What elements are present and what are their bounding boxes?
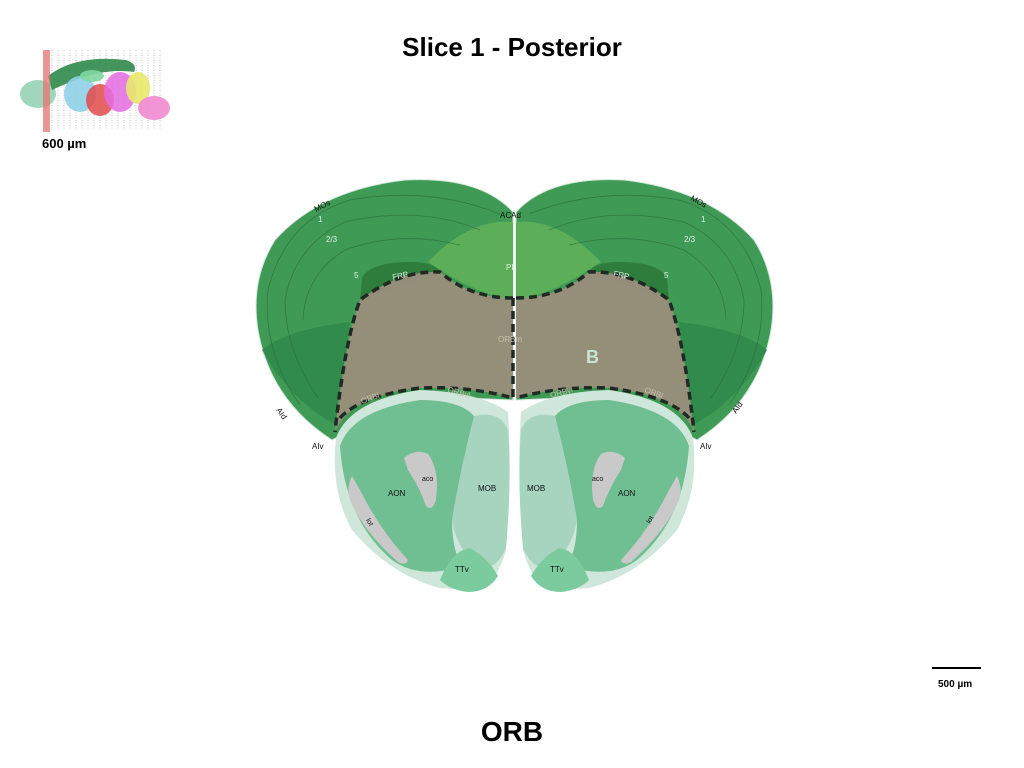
label-ttv-right: TTv [550, 565, 564, 574]
label-layer23-right: 2/3 [684, 235, 696, 244]
left-hemisphere [256, 180, 513, 592]
label-highlight-b: B [586, 347, 599, 367]
label-layer5-right: 5 [664, 271, 669, 280]
label-aiv-left: AIv [312, 442, 324, 451]
label-layer23-left: 2/3 [326, 235, 338, 244]
label-layer1-left: 1 [318, 215, 323, 224]
right-hemisphere [516, 180, 773, 592]
label-ttv-left: TTv [455, 565, 469, 574]
label-aco-left: aco [422, 476, 433, 483]
label-aco-right: aco [592, 476, 603, 483]
label-aiv-right: AIv [700, 442, 712, 451]
label-mob-left: MOB [478, 484, 496, 493]
label-aid-left: AId [274, 406, 288, 421]
label-layer5-left: 5 [354, 271, 359, 280]
label-layer1-right: 1 [701, 215, 706, 224]
label-acad: ACAd [500, 211, 521, 220]
label-pl: PL [506, 263, 516, 272]
aon-region [340, 400, 474, 572]
region-subject-label: ORB [0, 716, 1024, 748]
label-mob-right: MOB [527, 484, 545, 493]
aon-region [555, 400, 689, 572]
label-aon-right: AON [618, 489, 636, 498]
label-aon-left: AON [388, 489, 406, 498]
scale-bar [932, 667, 981, 669]
label-orbm: ORBm [498, 335, 522, 344]
scale-bar-label: 500 µm [938, 679, 972, 690]
